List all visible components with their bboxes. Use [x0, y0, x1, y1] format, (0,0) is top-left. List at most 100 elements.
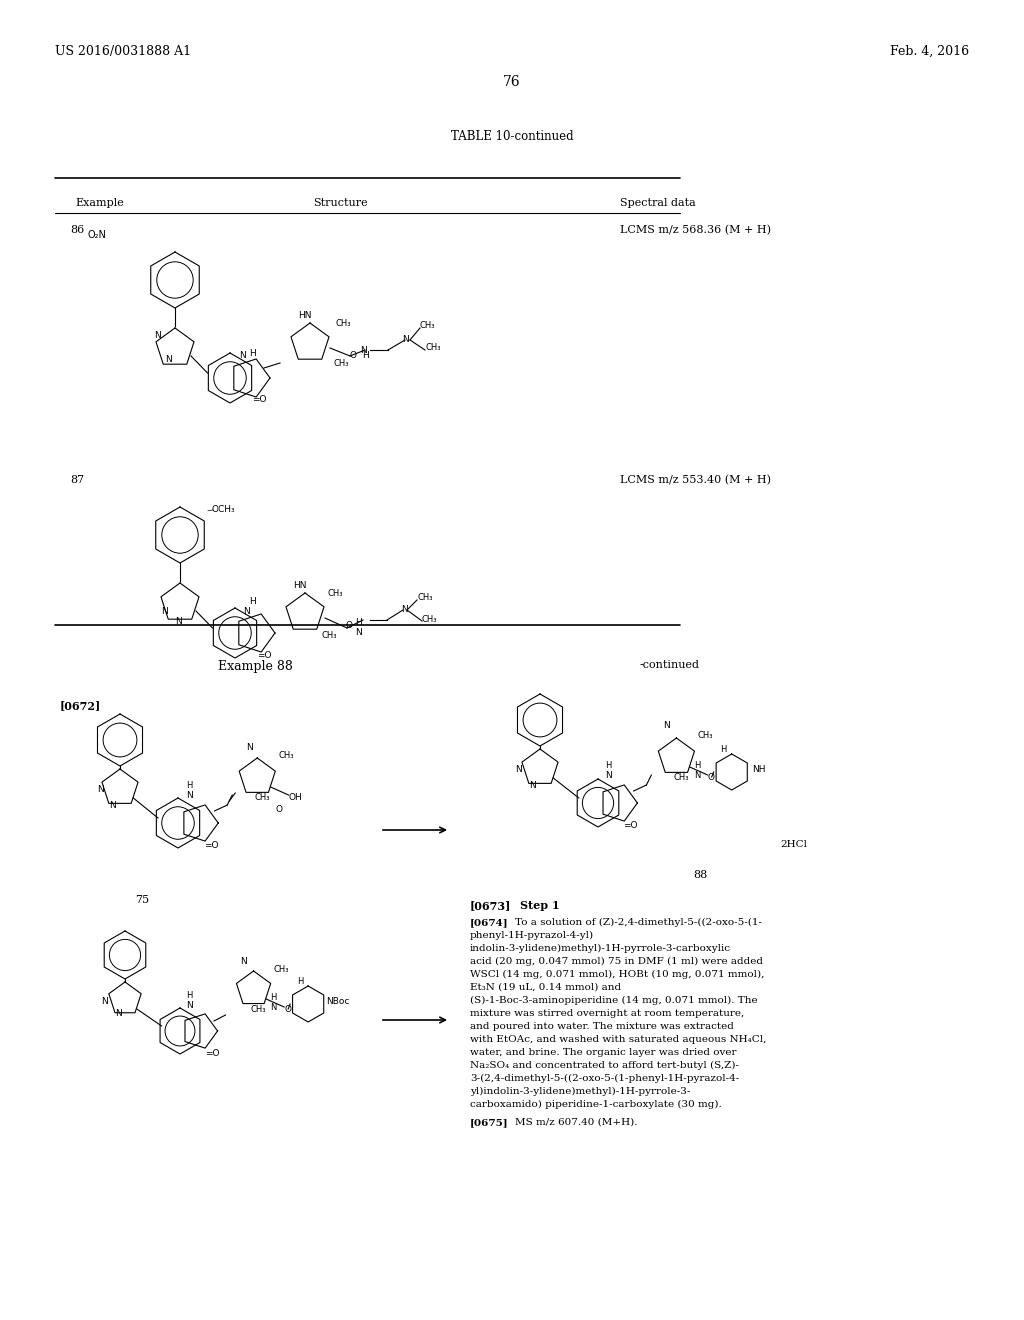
Text: N: N — [96, 785, 103, 795]
Text: OCH₃: OCH₃ — [211, 506, 234, 515]
Text: 86: 86 — [70, 224, 84, 235]
Text: 2HCl: 2HCl — [780, 840, 807, 849]
Text: N: N — [402, 335, 409, 345]
Text: N: N — [528, 780, 536, 789]
Text: N: N — [239, 351, 246, 360]
Text: CH₃: CH₃ — [425, 343, 440, 352]
Text: US 2016/0031888 A1: US 2016/0031888 A1 — [55, 45, 191, 58]
Text: CH₃: CH₃ — [417, 594, 432, 602]
Text: O: O — [284, 1005, 291, 1014]
Text: and poured into water. The mixture was extracted: and poured into water. The mixture was e… — [470, 1022, 734, 1031]
Text: CH₃: CH₃ — [328, 589, 343, 598]
Text: H: H — [186, 780, 193, 789]
Text: N: N — [515, 766, 521, 775]
Text: CH₃: CH₃ — [251, 1005, 266, 1014]
Text: O: O — [345, 622, 352, 631]
Text: CH₃: CH₃ — [273, 965, 289, 974]
Text: H: H — [362, 351, 369, 360]
Text: CH₃: CH₃ — [420, 322, 435, 330]
Text: CH₃: CH₃ — [322, 631, 338, 640]
Text: N: N — [360, 346, 367, 355]
Text: CH₃: CH₃ — [335, 318, 350, 327]
Text: H
N: H N — [270, 993, 276, 1012]
Text: MS m/z 607.40 (M+H).: MS m/z 607.40 (M+H). — [515, 1118, 638, 1127]
Text: N: N — [605, 771, 611, 780]
Text: =O: =O — [257, 651, 271, 660]
Text: N: N — [166, 355, 172, 364]
Text: O: O — [708, 772, 715, 781]
Text: phenyl-1H-pyrazol-4-yl): phenyl-1H-pyrazol-4-yl) — [470, 931, 594, 940]
Text: [0675]: [0675] — [470, 1118, 509, 1127]
Text: N: N — [175, 616, 181, 626]
Text: 88: 88 — [693, 870, 708, 880]
Text: To a solution of (Z)-2,4-dimethyl-5-((2-oxo-5-(1-: To a solution of (Z)-2,4-dimethyl-5-((2-… — [515, 917, 762, 927]
Text: LCMS m/z 568.36 (M + H): LCMS m/z 568.36 (M + H) — [620, 224, 771, 235]
Text: =O: =O — [205, 1048, 219, 1057]
Text: HN: HN — [293, 581, 307, 590]
Text: NH: NH — [752, 766, 765, 775]
Text: 3-(2,4-dimethyl-5-((2-oxo-5-(1-phenyl-1H-pyrazol-4-: 3-(2,4-dimethyl-5-((2-oxo-5-(1-phenyl-1H… — [470, 1074, 739, 1084]
Text: Et₃N (19 uL, 0.14 mmol) and: Et₃N (19 uL, 0.14 mmol) and — [470, 983, 622, 993]
Text: [0672]: [0672] — [60, 700, 101, 711]
Text: H: H — [721, 744, 727, 754]
Text: N: N — [186, 791, 193, 800]
Text: CH₃: CH₃ — [674, 774, 689, 783]
Text: acid (20 mg, 0.047 mmol) 75 in DMF (1 ml) were added: acid (20 mg, 0.047 mmol) 75 in DMF (1 ml… — [470, 957, 763, 966]
Text: O₂N: O₂N — [88, 230, 106, 240]
Text: N: N — [186, 1001, 193, 1010]
Text: N: N — [116, 1010, 123, 1019]
Text: O: O — [275, 804, 283, 813]
Text: N: N — [162, 606, 168, 615]
Text: NBoc: NBoc — [327, 998, 349, 1006]
Text: 76: 76 — [503, 75, 521, 88]
Text: CH₃: CH₃ — [279, 751, 294, 760]
Text: WSCl (14 mg, 0.071 mmol), HOBt (10 mg, 0.071 mmol),: WSCl (14 mg, 0.071 mmol), HOBt (10 mg, 0… — [470, 970, 764, 979]
Text: H
N: H N — [355, 618, 361, 638]
Text: carboxamido) piperidine-1-carboxylate (30 mg).: carboxamido) piperidine-1-carboxylate (3… — [470, 1100, 722, 1109]
Text: Example 88: Example 88 — [217, 660, 293, 673]
Text: 87: 87 — [70, 475, 84, 484]
Text: [0673]: [0673] — [470, 900, 511, 911]
Text: N: N — [109, 800, 116, 809]
Text: =O: =O — [624, 821, 638, 829]
Text: =O: =O — [252, 396, 266, 404]
Text: with EtOAc, and washed with saturated aqueous NH₄Cl,: with EtOAc, and washed with saturated aq… — [470, 1035, 766, 1044]
Text: CH₃: CH₃ — [697, 731, 713, 741]
Text: 75: 75 — [135, 895, 150, 906]
Text: TABLE 10-continued: TABLE 10-continued — [451, 129, 573, 143]
Text: Na₂SO₄ and concentrated to afford tert-butyl (S,Z)-: Na₂SO₄ and concentrated to afford tert-b… — [470, 1061, 739, 1071]
Text: N: N — [401, 606, 408, 615]
Text: indolin-3-ylidene)methyl)-1H-pyrrole-3-carboxylic: indolin-3-ylidene)methyl)-1H-pyrrole-3-c… — [470, 944, 731, 953]
Text: Feb. 4, 2016: Feb. 4, 2016 — [890, 45, 969, 58]
Text: HN: HN — [298, 310, 311, 319]
Text: [0674]: [0674] — [470, 917, 509, 927]
Text: H
N: H N — [693, 762, 700, 780]
Text: H: H — [249, 348, 255, 358]
Text: yl)indolin-3-ylidene)methyl)-1H-pyrrole-3-: yl)indolin-3-ylidene)methyl)-1H-pyrrole-… — [470, 1086, 690, 1096]
Text: N: N — [241, 957, 247, 965]
Text: OH: OH — [289, 792, 302, 801]
Text: Spectral data: Spectral data — [620, 198, 695, 209]
Text: (S)-1-Boc-3-aminopiperidine (14 mg, 0.071 mmol). The: (S)-1-Boc-3-aminopiperidine (14 mg, 0.07… — [470, 997, 758, 1005]
Text: H: H — [186, 991, 193, 1001]
Text: N: N — [663, 722, 670, 730]
Text: N: N — [244, 606, 251, 615]
Text: Structure: Structure — [312, 198, 368, 209]
Text: H: H — [605, 760, 611, 770]
Text: O: O — [350, 351, 357, 360]
Text: H: H — [250, 597, 256, 606]
Text: CH₃: CH₃ — [254, 793, 269, 803]
Text: LCMS m/z 553.40 (M + H): LCMS m/z 553.40 (M + H) — [620, 475, 771, 486]
Text: Step 1: Step 1 — [520, 900, 560, 911]
Text: H: H — [297, 977, 303, 986]
Text: CH₃: CH₃ — [333, 359, 348, 367]
Text: Example: Example — [75, 198, 124, 209]
Text: N: N — [101, 997, 109, 1006]
Text: N: N — [246, 743, 253, 752]
Text: N: N — [155, 331, 161, 341]
Text: -continued: -continued — [640, 660, 700, 671]
Text: water, and brine. The organic layer was dried over: water, and brine. The organic layer was … — [470, 1048, 736, 1057]
Text: mixture was stirred overnight at room temperature,: mixture was stirred overnight at room te… — [470, 1008, 744, 1018]
Text: =O: =O — [204, 841, 219, 850]
Text: CH₃: CH₃ — [422, 615, 437, 623]
